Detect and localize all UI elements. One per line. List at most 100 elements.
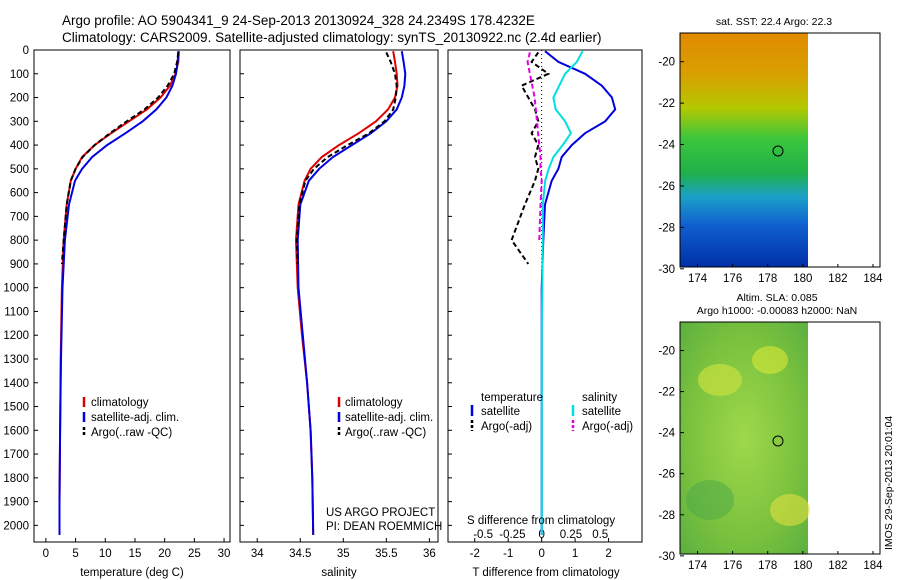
difference-legend: temperature satellite Argo(-adj) salinit… (470, 392, 633, 433)
x2-tick-label: 0.25 (560, 529, 582, 541)
sla-map-frame (679, 321, 881, 555)
x-tick-label: 20 (158, 548, 171, 560)
x-tick-label: 36 (423, 548, 436, 560)
depth-tick-label: 1500 (3, 402, 29, 414)
series-line (510, 51, 551, 265)
lon-tick-label: 184 (863, 273, 883, 285)
sst-float-marker (772, 145, 784, 157)
project-line2: PI: DEAN ROEMMICH (326, 521, 442, 533)
series-line (296, 51, 407, 535)
legend-label-temp-satellite: satellite (481, 406, 520, 418)
imos-timestamp: IMOS 29-Sep-2013 20:01:04 (883, 416, 895, 550)
series-line (58, 51, 180, 535)
s-difference-xlabel: S difference from climatology (467, 515, 615, 527)
x-tick-label: 25 (188, 548, 201, 560)
depth-tick-label: 500 (10, 164, 29, 176)
salinity-xlabel: salinity (321, 567, 356, 579)
depth-tick-label: 1800 (3, 473, 29, 485)
legend-label-sal-argo: Argo(-adj) (582, 421, 633, 433)
x-tick-label: 0 (43, 548, 49, 560)
lat-tick-label: -24 (658, 140, 675, 152)
depth-tick-label: 2000 (3, 520, 29, 532)
legend-label-satellite: satellite-adj. clim. (345, 412, 433, 424)
depth-tick-label: 1400 (3, 378, 29, 390)
sla-map-feature (770, 494, 810, 526)
sla-map-feature (698, 364, 742, 396)
lat-tick-label: -26 (658, 469, 675, 481)
lon-tick-label: 180 (793, 273, 812, 285)
depth-tick-label: 1000 (3, 283, 29, 295)
depth-tick-label: 200 (10, 93, 29, 105)
lat-tick-label: -24 (658, 428, 675, 440)
depth-tick-label: 600 (10, 188, 29, 200)
legend-label-sal-satellite: satellite (582, 406, 621, 418)
header-line2: Climatology: CARS2009. Satellite-adjuste… (62, 30, 602, 45)
sla-float-marker (772, 435, 784, 447)
x-tick-label: 34.5 (289, 548, 311, 560)
temperature-xlabel: temperature (deg C) (80, 567, 184, 579)
lat-tick-label: -28 (658, 222, 675, 234)
project-line1: US ARGO PROJECT (326, 507, 435, 519)
depth-tick-label: 1700 (3, 449, 29, 461)
depth-tick-label: 700 (10, 211, 29, 223)
x-tick-label: 2 (605, 548, 611, 560)
sst-map-title: sat. SST: 22.4 Argo: 22.3 (716, 16, 832, 28)
lon-tick-label: 174 (688, 273, 708, 285)
lat-tick-label: -20 (658, 57, 675, 69)
sla-map-axes: 174 176 178 180 182 184 -20 -22 -24 -26 -28 -30 (658, 346, 883, 572)
x-tick-label: 30 (218, 548, 231, 560)
lat-tick-label: -30 (658, 551, 675, 563)
sst-map-axes: 174 176 178 180 182 184 -20 -22 -24 -26 -28 -30 (658, 57, 883, 285)
lat-tick-label: -20 (658, 346, 675, 358)
depth-tick-label: 300 (10, 116, 29, 128)
depth-tick-label: 800 (10, 235, 29, 247)
lon-tick-label: 182 (828, 273, 847, 285)
sla-map-title2: Argo h1000: -0.00083 h2000: NaN (697, 305, 858, 317)
depth-tick-label: 1200 (3, 330, 29, 342)
depth-axis: 0 100 200 300 400 500 600 700 800 900 1000 1100 1200… (3, 45, 452, 532)
x-tick-label: 1 (572, 548, 578, 560)
lon-tick-label: 182 (828, 560, 847, 572)
salinity-panel-frame (239, 49, 439, 543)
legend-label-temp-argo: Argo(-adj) (481, 421, 532, 433)
depth-tick-label: 400 (10, 140, 29, 152)
depth-tick-label: 100 (10, 69, 29, 81)
depth-tick-label: 1100 (4, 306, 29, 318)
series-line (295, 51, 398, 264)
lon-tick-label: 184 (863, 560, 883, 572)
x-tick-label: 35.5 (375, 548, 397, 560)
x-tick-label: -2 (470, 548, 480, 560)
lat-tick-label: -22 (658, 98, 675, 110)
salinity-legend: climatology satellite-adj. clim. Argo(..… (337, 397, 433, 439)
depth-tick-label: 1900 (3, 497, 29, 509)
x-tick-label: 0 (538, 548, 544, 560)
lat-tick-label: -30 (658, 264, 675, 276)
lat-tick-label: -28 (658, 510, 675, 522)
x-tick-label: -1 (503, 548, 513, 560)
series-line (58, 51, 180, 535)
depth-tick-label: 0 (23, 45, 29, 57)
legend-label-climatology: climatology (345, 397, 403, 409)
x2-tick-label: -0.5 (473, 529, 493, 541)
difference-panel-frame (447, 49, 643, 543)
series-line (526, 52, 543, 241)
lon-tick-label: 176 (723, 560, 742, 572)
x-tick-label: 10 (99, 548, 112, 560)
legend-title-salinity: salinity (582, 392, 617, 404)
depth-tick-label: 1600 (3, 425, 29, 437)
series-line (540, 50, 617, 535)
temperature-legend: climatology satellite-adj. clim. Argo(..… (82, 397, 179, 439)
t-difference-xlabel: T difference from climatology (472, 567, 619, 579)
lon-tick-label: 178 (758, 273, 777, 285)
lon-tick-label: 178 (758, 560, 777, 572)
temperature-panel-frame (33, 49, 231, 543)
series-line (540, 50, 584, 535)
x-tick-label: 35 (337, 548, 350, 560)
depth-tick-label: 900 (10, 259, 29, 271)
lon-tick-label: 176 (723, 273, 742, 285)
sst-map-frame (679, 32, 881, 268)
sla-map-feature (686, 480, 734, 520)
sst-map-image (680, 33, 808, 267)
x2-tick-label: -0.25 (499, 529, 525, 541)
